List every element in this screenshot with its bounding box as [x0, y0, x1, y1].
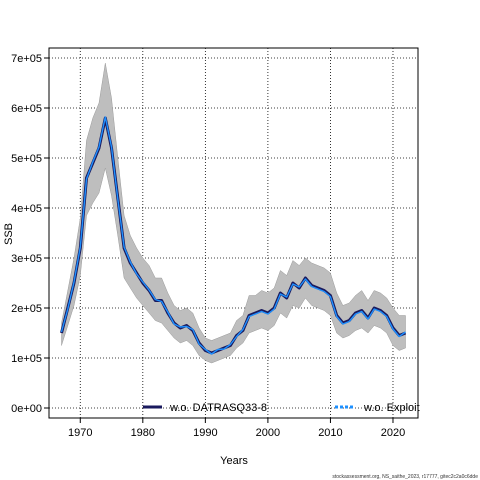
y-tick-label: 7e+05: [11, 53, 42, 65]
x-tick-label: 2020: [381, 427, 405, 439]
plot-frame: [48, 47, 419, 419]
y-tick-label: 2e+05: [11, 303, 42, 315]
x-axis-title: Years: [220, 455, 248, 467]
y-tick-label: 0e+00: [11, 403, 42, 415]
legend-label-datrasq33-8: w.o. DATRASQ33-8: [169, 402, 267, 414]
y-tick-label: 5e+05: [11, 153, 42, 165]
x-tick-label: 1970: [68, 427, 92, 439]
x-tick-label: 2010: [318, 427, 342, 439]
x-axis: 1970 1980 1990 2000 2010 2020: [68, 418, 405, 439]
y-axis: 0e+00 1e+05 2e+05 3e+05 4e+05 5e+05 6e+05 7e+05: [11, 53, 49, 415]
y-tick-label: 3e+05: [11, 253, 42, 265]
y-tick-label: 6e+05: [11, 103, 42, 115]
series-lines: [60, 116, 407, 355]
x-tick-label: 2000: [256, 427, 280, 439]
series-line-exploit: [60, 116, 406, 355]
footer-text: stockassessment.org, NS_saithe_2023, r17…: [332, 474, 478, 480]
y-tick-label: 4e+05: [11, 203, 42, 215]
confidence-band: [61, 62, 406, 364]
y-axis-title: SSB: [3, 223, 15, 245]
x-tick-label: 1980: [131, 427, 155, 439]
legend-label-exploit: w.o. Exploit: [363, 402, 420, 414]
y-tick-label: 1e+05: [11, 353, 42, 365]
legend: w.o. DATRASQ33-8 w.o. Exploit: [143, 402, 420, 414]
confidence-band-area: [61, 62, 406, 364]
x-tick-label: 1990: [193, 427, 217, 439]
